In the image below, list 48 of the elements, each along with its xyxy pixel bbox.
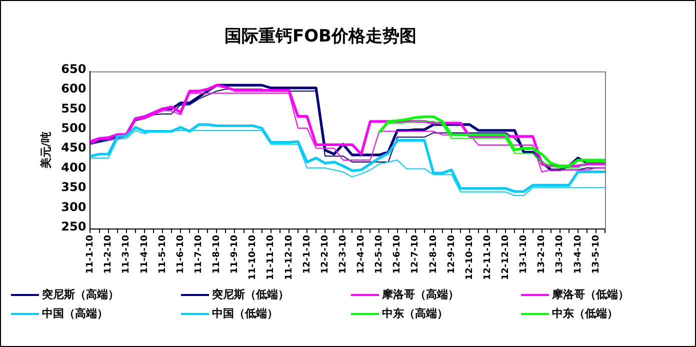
x-tick-label: 13-4-10: [573, 234, 584, 274]
legend-label: 突尼斯（高端）: [42, 287, 119, 302]
legend-label: 中东（低端）: [552, 306, 618, 321]
x-tick-label: 12-12-10: [501, 234, 512, 280]
legend-label: 突尼斯（低端）: [212, 287, 289, 302]
legend-label: 中东（高端）: [382, 306, 448, 321]
y-tick-label: 500: [61, 121, 86, 136]
legend-label: 中国（高端）: [42, 306, 108, 321]
y-tick-label: 350: [61, 180, 86, 194]
x-tick-label: 12-5-10: [374, 234, 385, 274]
y-tick-label: 250: [61, 219, 86, 234]
y-axis-title: 美元/吨: [39, 132, 52, 170]
y-tick-label: 300: [61, 200, 86, 214]
x-tick-label: 12-7-10: [410, 234, 421, 274]
x-tick-label: 11-11-10: [266, 234, 276, 280]
chart-title: 国际重钙FOB价格走势图: [224, 26, 417, 47]
x-tick-label: 12-1-10: [302, 234, 312, 274]
x-tick-label: 11-9-10: [230, 234, 240, 274]
legend-label: 中国（低端）: [212, 306, 278, 321]
legend-label: 摩洛哥（高端）: [382, 287, 459, 302]
x-tick-label: 12-9-10: [446, 234, 457, 274]
x-tick-label: 13-3-10: [555, 234, 566, 274]
y-tick-label: 450: [61, 140, 86, 155]
x-tick-label: 13-1-10: [519, 234, 530, 274]
x-tick-label: 12-3-10: [338, 234, 348, 274]
y-tick-label: 600: [61, 82, 86, 96]
x-tick-label: 11-7-10: [194, 234, 204, 274]
x-tick-label: 11-2-10: [104, 234, 114, 274]
y-tick-label: 650: [61, 62, 86, 76]
y-tick-label: 550: [61, 101, 86, 116]
x-tick-label: 11-3-10: [122, 234, 132, 274]
x-tick-label: 11-8-10: [212, 234, 222, 274]
x-tick-label: 12-10-10: [464, 234, 475, 280]
x-tick-label: 11-5-10: [158, 234, 168, 274]
x-tick-label: 12-11-10: [482, 234, 493, 280]
x-tick-label: 11-4-10: [140, 234, 150, 274]
x-tick-label: 12-2-10: [320, 234, 330, 274]
x-tick-label: 11-10-10: [248, 234, 258, 280]
x-tick-label: 13-2-10: [537, 234, 548, 274]
legend-label: 摩洛哥（低端）: [552, 287, 629, 302]
y-tick-label: 400: [61, 160, 86, 174]
x-tick-label: 12-8-10: [428, 234, 439, 274]
x-tick-label: 11-12-10: [284, 234, 294, 280]
x-tick-label: 12-6-10: [392, 234, 403, 274]
x-tick-label: 11-1-10: [86, 234, 96, 274]
x-tick-label: 13-5-10: [591, 234, 602, 274]
x-tick-label: 11-6-10: [176, 234, 186, 274]
x-tick-label: 12-4-10: [356, 234, 367, 274]
